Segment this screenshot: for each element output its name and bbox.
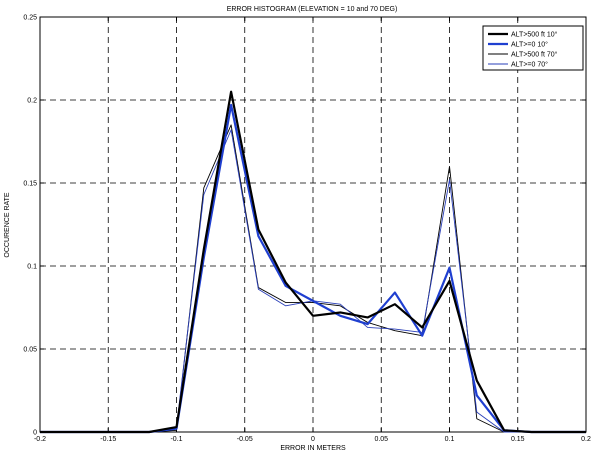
- legend-label-4: ALT>=0 70°: [511, 61, 548, 69]
- y-tick-label: 0.25: [23, 15, 37, 22]
- axis-ticks: -0.2 -0.15 -0.1 -0.05 0 0.05 0.1 0.15 0.2 0 0.05 0.…: [23, 15, 591, 444]
- y-tick-label: 0.1: [27, 264, 37, 271]
- x-tick-label: 0.15: [511, 436, 525, 443]
- x-tick-label: -0.2: [34, 436, 46, 443]
- x-tick-label: 0.1: [445, 436, 455, 443]
- x-tick-label: -0.15: [100, 436, 116, 443]
- y-tick-label: 0.15: [23, 181, 37, 188]
- x-tick-label: 0.2: [581, 436, 591, 443]
- y-tick-label: 0.05: [23, 347, 37, 354]
- legend: ALT>500 ft 10° ALT>=0 10° ALT>500 ft 70° AL…: [482, 25, 584, 71]
- legend-label-3: ALT>500 ft 70°: [511, 51, 558, 59]
- series-lines: [40, 90, 586, 434]
- x-tick-label: 0.05: [374, 436, 388, 443]
- series-line-1: [40, 90, 586, 434]
- x-tick-label: -0.1: [170, 436, 182, 443]
- y-tick-label: 0: [33, 430, 37, 437]
- legend-label-2: ALT>=0 10°: [511, 41, 548, 49]
- grid: [40, 17, 586, 432]
- y-axis-title: OCCURENCE RATE: [4, 192, 11, 258]
- legend-label-1: ALT>500 ft 10°: [511, 31, 558, 39]
- x-axis-title: ERROR IN METERS: [280, 445, 346, 452]
- y-tick-label: 0.2: [27, 98, 37, 105]
- x-tick-label: 0: [311, 436, 315, 443]
- chart-title: ERROR HISTOGRAM (ELEVATION = 10 and 70 D…: [227, 6, 398, 13]
- x-tick-label: -0.05: [237, 436, 253, 443]
